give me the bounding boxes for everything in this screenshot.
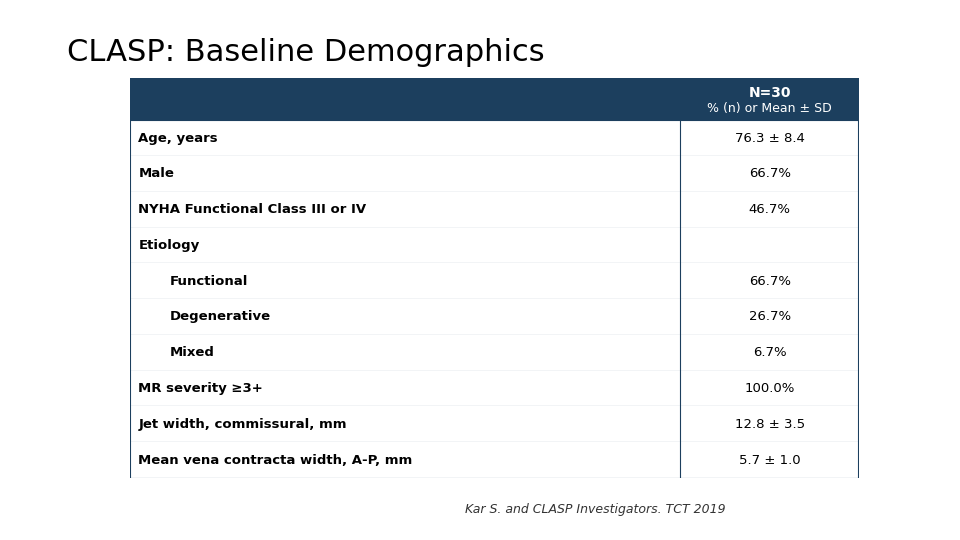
Text: 5.7 ± 1.0: 5.7 ± 1.0 [739,454,801,467]
Text: Mixed: Mixed [170,346,215,359]
Text: 12.8 ± 3.5: 12.8 ± 3.5 [734,418,804,431]
Text: N=30: N=30 [749,86,791,100]
Text: CLASP: Baseline Demographics: CLASP: Baseline Demographics [67,38,545,67]
Text: % (n) or Mean ± SD: % (n) or Mean ± SD [708,102,832,115]
Text: 66.7%: 66.7% [749,167,791,180]
Text: 76.3 ± 8.4: 76.3 ± 8.4 [735,132,804,145]
Text: Age, years: Age, years [138,132,218,145]
Text: MR severity ≥3+: MR severity ≥3+ [138,382,263,395]
Text: Functional: Functional [170,275,248,288]
Text: 46.7%: 46.7% [749,203,791,216]
Text: NYHA Functional Class III or IV: NYHA Functional Class III or IV [138,203,367,216]
Text: Mean vena contracta width, A-P, mm: Mean vena contracta width, A-P, mm [138,454,413,467]
Text: Degenerative: Degenerative [170,310,271,323]
Text: Etiology: Etiology [138,239,200,252]
Text: Kar S. and CLASP Investigators. TCT 2019: Kar S. and CLASP Investigators. TCT 2019 [465,503,726,516]
Text: 100.0%: 100.0% [745,382,795,395]
Text: Male: Male [138,167,174,180]
Text: 26.7%: 26.7% [749,310,791,323]
Text: 66.7%: 66.7% [749,275,791,288]
Text: Jet width, commissural, mm: Jet width, commissural, mm [138,418,347,431]
Text: 6.7%: 6.7% [753,346,786,359]
